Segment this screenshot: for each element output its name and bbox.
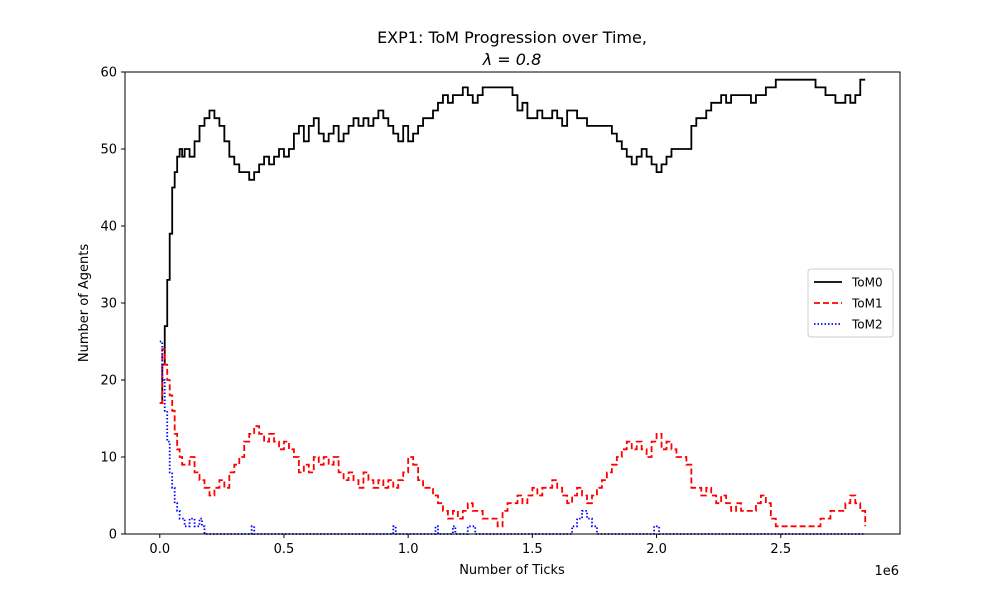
y-tick-label: 10	[100, 451, 117, 466]
y-tick-label: 20	[100, 374, 117, 389]
series-line-tom1	[159, 348, 867, 528]
x-tick-label: 2.0	[646, 542, 667, 557]
legend-label-tom2: ToM2	[851, 318, 883, 332]
y-axis: 0 10 20 30 40 50 60	[100, 66, 125, 543]
y-tick-label: 50	[100, 143, 117, 158]
x-tick-label: 1.0	[398, 542, 419, 557]
legend-label-tom0: ToM0	[851, 276, 883, 290]
y-tick-label: 60	[100, 66, 117, 81]
plot-area	[124, 71, 901, 535]
chart-subtitle: λ = 0.8	[482, 50, 542, 69]
legend-box	[807, 268, 894, 338]
y-tick-label: 40	[100, 220, 117, 235]
x-tick-label: 1.5	[522, 542, 543, 557]
x-tick-label: 2.5	[770, 542, 791, 557]
y-tick-label: 30	[100, 297, 117, 312]
legend: ToM0 ToM1 ToM2	[807, 268, 894, 338]
x-tick-label: 0.5	[274, 542, 295, 557]
legend-label-tom1: ToM1	[851, 297, 883, 311]
plot-frame	[124, 71, 901, 535]
y-axis-label: Number of Agents	[77, 244, 92, 362]
x-axis-label: Number of Ticks	[459, 563, 565, 578]
x-tick-label: 0.0	[149, 542, 170, 557]
y-tick-label: 0	[109, 528, 117, 543]
series-layer	[159, 78, 867, 535]
series-line-tom0	[159, 78, 866, 404]
x-axis: 0.0 0.5 1.0 1.5 2.0 2.5	[149, 534, 791, 557]
x-offset-label: 1e6	[874, 564, 899, 579]
series-line-tom2	[159, 340, 866, 535]
chart-title: EXP1: ToM Progression over Time,	[377, 28, 647, 47]
